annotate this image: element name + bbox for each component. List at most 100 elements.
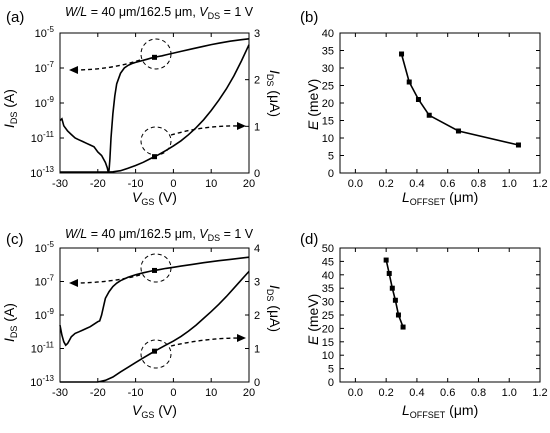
panel-a-xtick-label: 0 bbox=[170, 178, 176, 190]
panel-a-ylabel-right-unit: (μA) bbox=[267, 86, 283, 117]
panel-b-ytick-label: 15 bbox=[322, 116, 334, 128]
panel-c-header-wl: W/L bbox=[65, 227, 87, 241]
panel-a-ytick-left-base: 10 bbox=[31, 133, 43, 145]
panel-a-xtick-label: -30 bbox=[52, 178, 68, 190]
panel-c-header-vds: V bbox=[199, 227, 209, 241]
panel-a-xlabel-sub: GS bbox=[141, 197, 154, 207]
panel-a-ytick-left-base: 10 bbox=[35, 28, 47, 40]
panel-b-xtick-label: 0.4 bbox=[409, 178, 424, 190]
panel-c-ytick-left-base: 10 bbox=[35, 310, 47, 322]
panel-d-ytick-label: 50 bbox=[322, 243, 334, 255]
panel-a-xtick-label: -10 bbox=[128, 178, 144, 190]
panel-c-ytick-left-base: 10 bbox=[35, 243, 47, 255]
panel-a-ylabel-left: IDS (A) bbox=[1, 89, 19, 128]
panel-c-xtick-label: -10 bbox=[128, 387, 144, 399]
panel-d-label: (d) bbox=[300, 231, 318, 248]
panel-a-ytick-right-label: 3 bbox=[254, 28, 260, 40]
panel-c: (c) W/L = 40 μm/162.5 μm, VDS = 1 V -30 -… bbox=[1, 227, 283, 420]
panel-c-xtick-label: -30 bbox=[52, 387, 68, 399]
panel-b-plot-frame bbox=[339, 32, 541, 174]
panel-a-marker-point bbox=[152, 54, 157, 60]
panel-c-ytick-left-label: 10-11 bbox=[31, 341, 55, 356]
panel-a-ytick-left-label: 10-13 bbox=[30, 165, 54, 180]
panel-d-xtick-label: 0.0 bbox=[348, 387, 363, 399]
panel-c-ytick-right-label: 1 bbox=[254, 344, 260, 356]
panel-c-ylabel-right-sub: DS bbox=[265, 289, 275, 302]
panel-a-header-wl: W/L bbox=[65, 5, 87, 19]
panel-c-ytick-left-base: 10 bbox=[35, 277, 47, 289]
panel-d-xtick-label: 0.8 bbox=[471, 387, 486, 399]
panel-c-xtick-label: 0 bbox=[170, 387, 176, 399]
panel-a-ytick-left-exp: -11 bbox=[43, 130, 55, 139]
panel-d-data-point bbox=[392, 297, 398, 303]
panel-b: (b) 0.0 0.2 0.4 0.6 0.8 1.0 1.2 0 5 10 15 20 25 30 35 4… bbox=[300, 9, 548, 207]
panel-b-ytick-label: 40 bbox=[322, 28, 334, 40]
panel-a-xtick-label: 20 bbox=[243, 178, 255, 190]
panel-d-ytick-label: 20 bbox=[322, 323, 334, 335]
panel-a-ylabel-right-main: I bbox=[267, 70, 283, 74]
panel-d-ylabel: E (meV) bbox=[305, 294, 321, 345]
panel-a-marker-point bbox=[152, 154, 157, 160]
panel-a-header-vds: V bbox=[199, 5, 209, 19]
panel-c-ytick-left-exp: -9 bbox=[47, 307, 55, 316]
panel-a-header-wl-value: = 40 μm/162.5 μm, bbox=[87, 5, 199, 19]
panel-d-data-point bbox=[389, 285, 395, 291]
panel-c-ytick-left-label: 10-5 bbox=[35, 240, 55, 255]
panel-c-ytick-left-exp: -11 bbox=[43, 341, 55, 350]
panel-c-decorations bbox=[69, 253, 246, 369]
panel-b-data-point bbox=[415, 97, 421, 102]
panel-c-xlabel-sub: GS bbox=[141, 410, 154, 420]
panel-a-header: W/L = 40 μm/162.5 μm, VDS = 1 V bbox=[65, 5, 254, 21]
panel-c-arrow-left-head bbox=[69, 279, 78, 287]
panel-b-data-point bbox=[426, 112, 432, 118]
panel-b-xtick-label: 0.0 bbox=[348, 178, 363, 190]
panel-d-ytick-label: 15 bbox=[322, 337, 334, 349]
panel-a-ylabel-left-sub: DS bbox=[9, 112, 19, 125]
panel-d-ytick-label: 0 bbox=[328, 377, 334, 389]
panel-a-ytick-left-label: 10-11 bbox=[31, 130, 55, 145]
panel-b-data-point bbox=[399, 51, 405, 57]
panel-d-ytick-label: 45 bbox=[322, 256, 334, 268]
panel-d-ylabel-main: E bbox=[305, 335, 321, 345]
panel-a-xlabel: VGS (V) bbox=[132, 189, 177, 207]
panel-a-ylabel-right: IDS (μA) bbox=[265, 70, 283, 117]
panel-b-xlabel-main: L bbox=[402, 189, 410, 205]
panel-d-ytick-label: 5 bbox=[328, 364, 334, 376]
panel-b-data bbox=[399, 51, 521, 148]
panel-d-data-point bbox=[383, 257, 389, 263]
panel-d-data-point bbox=[395, 312, 401, 318]
panel-d-data bbox=[383, 257, 406, 330]
panel-c-ytick-left-label: 10-13 bbox=[30, 374, 54, 389]
panel-c-ylabel-right-unit: (μA) bbox=[267, 301, 283, 332]
panel-c-label: (c) bbox=[6, 231, 24, 248]
panel-c-circle-lower bbox=[140, 339, 172, 369]
panel-b-data-point bbox=[515, 142, 521, 148]
panel-c-ytick-right-label: 0 bbox=[254, 377, 260, 389]
panel-d-xlabel: LOFFSET (μm) bbox=[402, 402, 478, 420]
panel-a-xlabel-unit: (V) bbox=[154, 189, 177, 205]
panel-d-xtick-label: 0.4 bbox=[409, 387, 424, 399]
panel-d-xtick-label: 1.2 bbox=[532, 387, 547, 399]
panel-a-xtick-label: -20 bbox=[90, 178, 106, 190]
panel-c-header: W/L = 40 μm/162.5 μm, VDS = 1 V bbox=[65, 227, 254, 243]
panel-a-series-linear-line bbox=[60, 44, 250, 173]
panel-b-data-point bbox=[455, 128, 461, 134]
panel-d-plot-frame bbox=[339, 247, 541, 383]
panel-c-arrow-right bbox=[170, 337, 242, 347]
panel-d-ytick-label: 35 bbox=[322, 283, 334, 295]
panel-d-xlabel-main: L bbox=[402, 402, 410, 418]
panel-c-ylabel-left-sub: DS bbox=[9, 326, 19, 339]
panel-a-ylabel-left-main: I bbox=[1, 124, 17, 128]
panel-b-ticks: 0.0 0.2 0.4 0.6 0.8 1.0 1.2 0 5 10 15 20 25 30 35 40 bbox=[322, 28, 548, 190]
panel-b-ytick-label: 20 bbox=[322, 98, 334, 110]
panel-a-ytick-left-base: 10 bbox=[35, 98, 47, 110]
panel-b-xtick-label: 0.6 bbox=[440, 178, 455, 190]
panel-c-ylabel-left: IDS (A) bbox=[1, 303, 19, 342]
panel-d-xlabel-unit: (μm) bbox=[445, 402, 478, 418]
panel-d-ytick-label: 25 bbox=[322, 310, 334, 322]
panel-a-arrow-left-head bbox=[69, 66, 78, 74]
panel-c-xlabel-main: V bbox=[132, 402, 143, 418]
panel-a-ytick-right-label: 0 bbox=[254, 168, 260, 180]
